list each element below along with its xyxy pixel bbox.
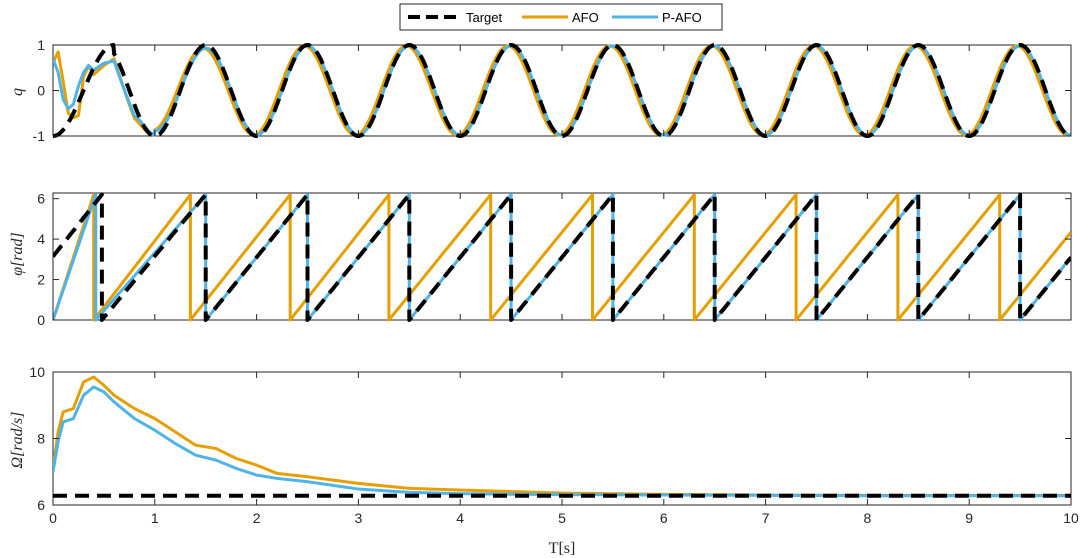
ytick-label-1-4: 4 — [37, 231, 45, 247]
ytick-label-2-10: 10 — [29, 364, 45, 380]
series-line-1-target — [53, 192, 1071, 322]
xtick-label-1: 1 — [151, 510, 159, 526]
xtick-label-7: 7 — [762, 510, 770, 526]
ytick-label-0--1: -1 — [33, 128, 46, 144]
series-line-0-target — [53, 43, 1071, 138]
legend: Target AFO P-AFO — [399, 3, 723, 31]
axes-box-0 — [52, 44, 1072, 137]
plot-area-0 — [53, 43, 1071, 138]
ytick-label-0-1: 1 — [37, 37, 45, 53]
xtick-label-5: 5 — [558, 510, 566, 526]
ylabel-phi: φ[rad] — [9, 232, 26, 276]
xtick-label-9: 9 — [965, 510, 973, 526]
subplot-0: -1 0 1 — [33, 37, 1072, 144]
xlabel: T[s] — [549, 540, 576, 557]
series-line-0-p-afo — [53, 44, 1071, 137]
axes-box-2 — [52, 371, 1072, 506]
ytick-label-1-6: 6 — [37, 191, 45, 207]
subplot-1: 0 2 4 6 — [37, 191, 1072, 328]
series-line-1-afo — [53, 193, 1071, 322]
ytick-label-2-8: 8 — [37, 431, 45, 447]
xtick-label-10: 10 — [1063, 510, 1079, 526]
ytick-label-1-2: 2 — [37, 272, 45, 288]
subplot-2: 6 8 10 0 1 2 3 4 5 6 7 8 9 10 — [29, 364, 1079, 526]
ylabel-omega: Ω[rad/s] — [9, 412, 26, 469]
legend-label-pafo: P-AFO — [662, 10, 702, 25]
ytick-label-1-0: 0 — [37, 312, 45, 328]
series-line-2-afo — [53, 375, 1071, 497]
series-line-2-p-afo — [53, 385, 1071, 498]
xtick-label-8: 8 — [864, 510, 872, 526]
legend-label-afo: AFO — [572, 10, 599, 25]
ytick-label-2-6: 6 — [37, 497, 45, 513]
series-line-0-afo — [53, 44, 1071, 137]
xtick-label-6: 6 — [660, 510, 668, 526]
plot-area-1 — [53, 192, 1071, 322]
xtick-label-0: 0 — [49, 510, 57, 526]
ylabel-q: q — [9, 88, 26, 96]
legend-label-target: Target — [466, 10, 503, 25]
ytick-label-0-0: 0 — [37, 83, 45, 99]
plot-area-2 — [53, 375, 1071, 498]
xtick-label-4: 4 — [456, 510, 464, 526]
xtick-label-2: 2 — [253, 510, 261, 526]
xtick-label-3: 3 — [355, 510, 363, 526]
